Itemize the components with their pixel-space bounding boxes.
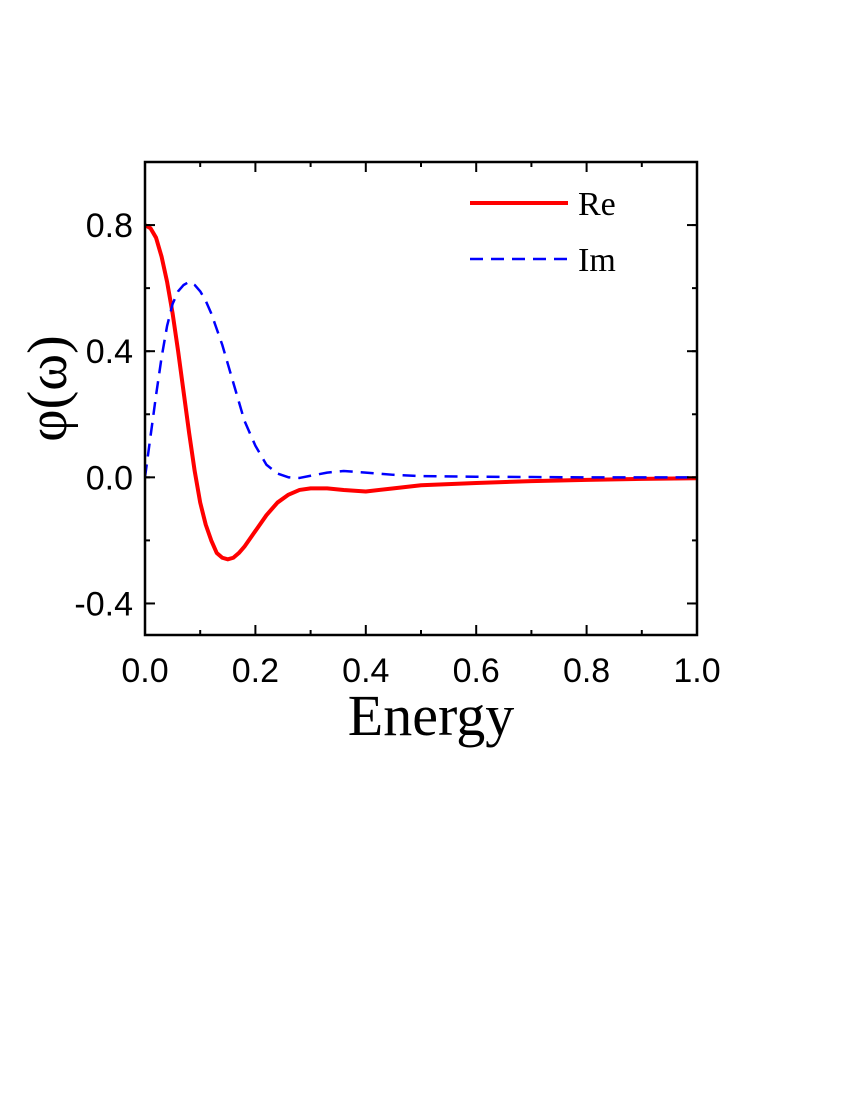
legend-label-re: Re: [578, 186, 616, 223]
x-tick-label: 0.2: [232, 652, 279, 690]
legend-label-im: Im: [578, 242, 616, 279]
series-line-re: [145, 223, 697, 562]
legend: Re Im: [470, 186, 616, 279]
x-tick-label: 0.6: [453, 652, 500, 690]
axes-layer: 0.0 0.2 0.4 0.6 0.8 1.0 -0.4 0.0 0.4 0.8: [74, 160, 721, 690]
x-tick-label: 1.0: [673, 652, 720, 690]
x-tick-label: 0.4: [342, 652, 389, 690]
plot-frame: [143, 160, 699, 637]
x-tick-label: 0.0: [121, 652, 168, 690]
series-layer: [145, 223, 697, 562]
y-axis-title: φ(ω): [17, 335, 79, 441]
y-tick-label: 0.4: [86, 333, 133, 371]
x-tick-label: 0.8: [563, 652, 610, 690]
x-axis-title: Energy: [348, 683, 514, 748]
series-line-im: [145, 280, 697, 480]
y-tick-label: 0.0: [86, 459, 133, 497]
y-tick-label: -0.4: [74, 585, 133, 623]
y-tick-label: 0.8: [86, 207, 133, 245]
